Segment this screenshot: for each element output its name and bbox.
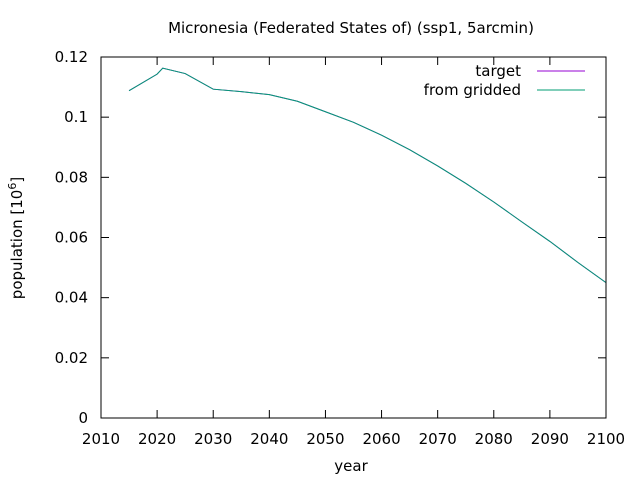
chart-title: Micronesia (Federated States of) (ssp1, … — [168, 19, 534, 37]
y-tick-label: 0.12 — [55, 48, 88, 66]
x-axis-label: year — [334, 457, 368, 475]
x-tick-label: 2010 — [82, 430, 120, 448]
x-tick-label: 2020 — [138, 430, 176, 448]
series-line-1 — [128, 67, 607, 284]
x-tick-label: 2090 — [531, 430, 569, 448]
y-axis-label-text: population [10 — [8, 190, 26, 300]
x-tick-label: 2050 — [306, 430, 344, 448]
y-tick-label: 0.08 — [55, 168, 88, 186]
legend-label: from gridded — [424, 81, 521, 99]
y-axis-label-end: ] — [8, 177, 26, 183]
y-axis-label-exponent: 6 — [6, 183, 19, 190]
x-tick-label: 2100 — [587, 430, 625, 448]
x-tick-label: 2060 — [362, 430, 400, 448]
legend-label: target — [475, 62, 521, 80]
x-tick-label: 2080 — [475, 430, 513, 448]
y-axis-label: population [106] — [6, 177, 26, 299]
y-tick-label: 0.04 — [55, 289, 88, 307]
series-line-2 — [128, 67, 607, 284]
y-tick-label: 0 — [78, 409, 88, 427]
plot-frame — [100, 56, 607, 419]
y-tick-label: 0.1 — [64, 108, 88, 126]
x-tick-label: 2040 — [250, 430, 288, 448]
x-tick-label: 2030 — [194, 430, 232, 448]
y-tick-label: 0.02 — [55, 349, 88, 367]
x-tick-label: 2070 — [419, 430, 457, 448]
y-tick-label: 0.06 — [55, 229, 88, 247]
